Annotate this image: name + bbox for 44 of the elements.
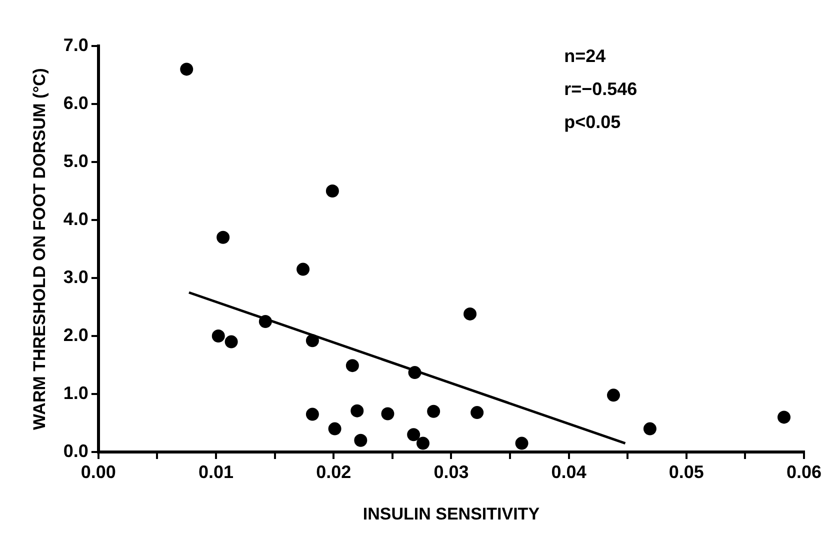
point: [212, 330, 225, 342]
x-tick-label: 0.06: [786, 462, 822, 482]
point: [354, 434, 368, 447]
point: [326, 184, 339, 198]
x-tick-label: 0.01: [198, 462, 234, 482]
y-tick-label: 3.0: [63, 266, 88, 287]
y-tick-label: 1.0: [63, 382, 88, 403]
y-tick-label: 4.0: [63, 208, 88, 229]
point: [350, 404, 364, 418]
point: [346, 359, 359, 372]
point: [416, 436, 430, 450]
x-tick-label: 0.02: [316, 462, 352, 482]
point: [296, 262, 310, 276]
y-axis-title: WARM THRESHOLD ON FOOT DORSUM (°C): [30, 68, 49, 430]
point: [180, 62, 194, 76]
y-tick-label: 6.0: [63, 92, 88, 113]
annotation: p<0.05: [564, 112, 621, 132]
point: [606, 388, 620, 402]
x-tick-label: 0.05: [668, 462, 704, 482]
point: [216, 230, 230, 244]
point: [328, 422, 342, 436]
point: [306, 408, 319, 421]
annotation: r=−0.546: [564, 78, 638, 99]
point: [427, 404, 440, 418]
y-tick-label: 2.0: [63, 324, 88, 345]
point: [464, 307, 477, 320]
point: [381, 407, 394, 420]
y-tick-label: 0.0: [63, 440, 88, 461]
point: [408, 366, 422, 380]
point: [643, 422, 656, 436]
x-tick-label: 0.00: [80, 462, 116, 482]
y-tick-label: 7.0: [63, 34, 88, 55]
annotation: n=24: [564, 46, 606, 66]
y-tick-label: 5.0: [63, 150, 88, 171]
x-tick-label: 0.03: [434, 462, 469, 482]
point: [470, 406, 484, 420]
point: [407, 428, 420, 442]
point: [778, 410, 791, 424]
point: [258, 315, 272, 328]
point: [306, 334, 319, 348]
point: [515, 436, 528, 450]
point: [224, 335, 238, 348]
x-axis-title: INSULIN SENSITIVITY: [362, 504, 540, 524]
x-tick-label: 0.04: [551, 462, 586, 482]
